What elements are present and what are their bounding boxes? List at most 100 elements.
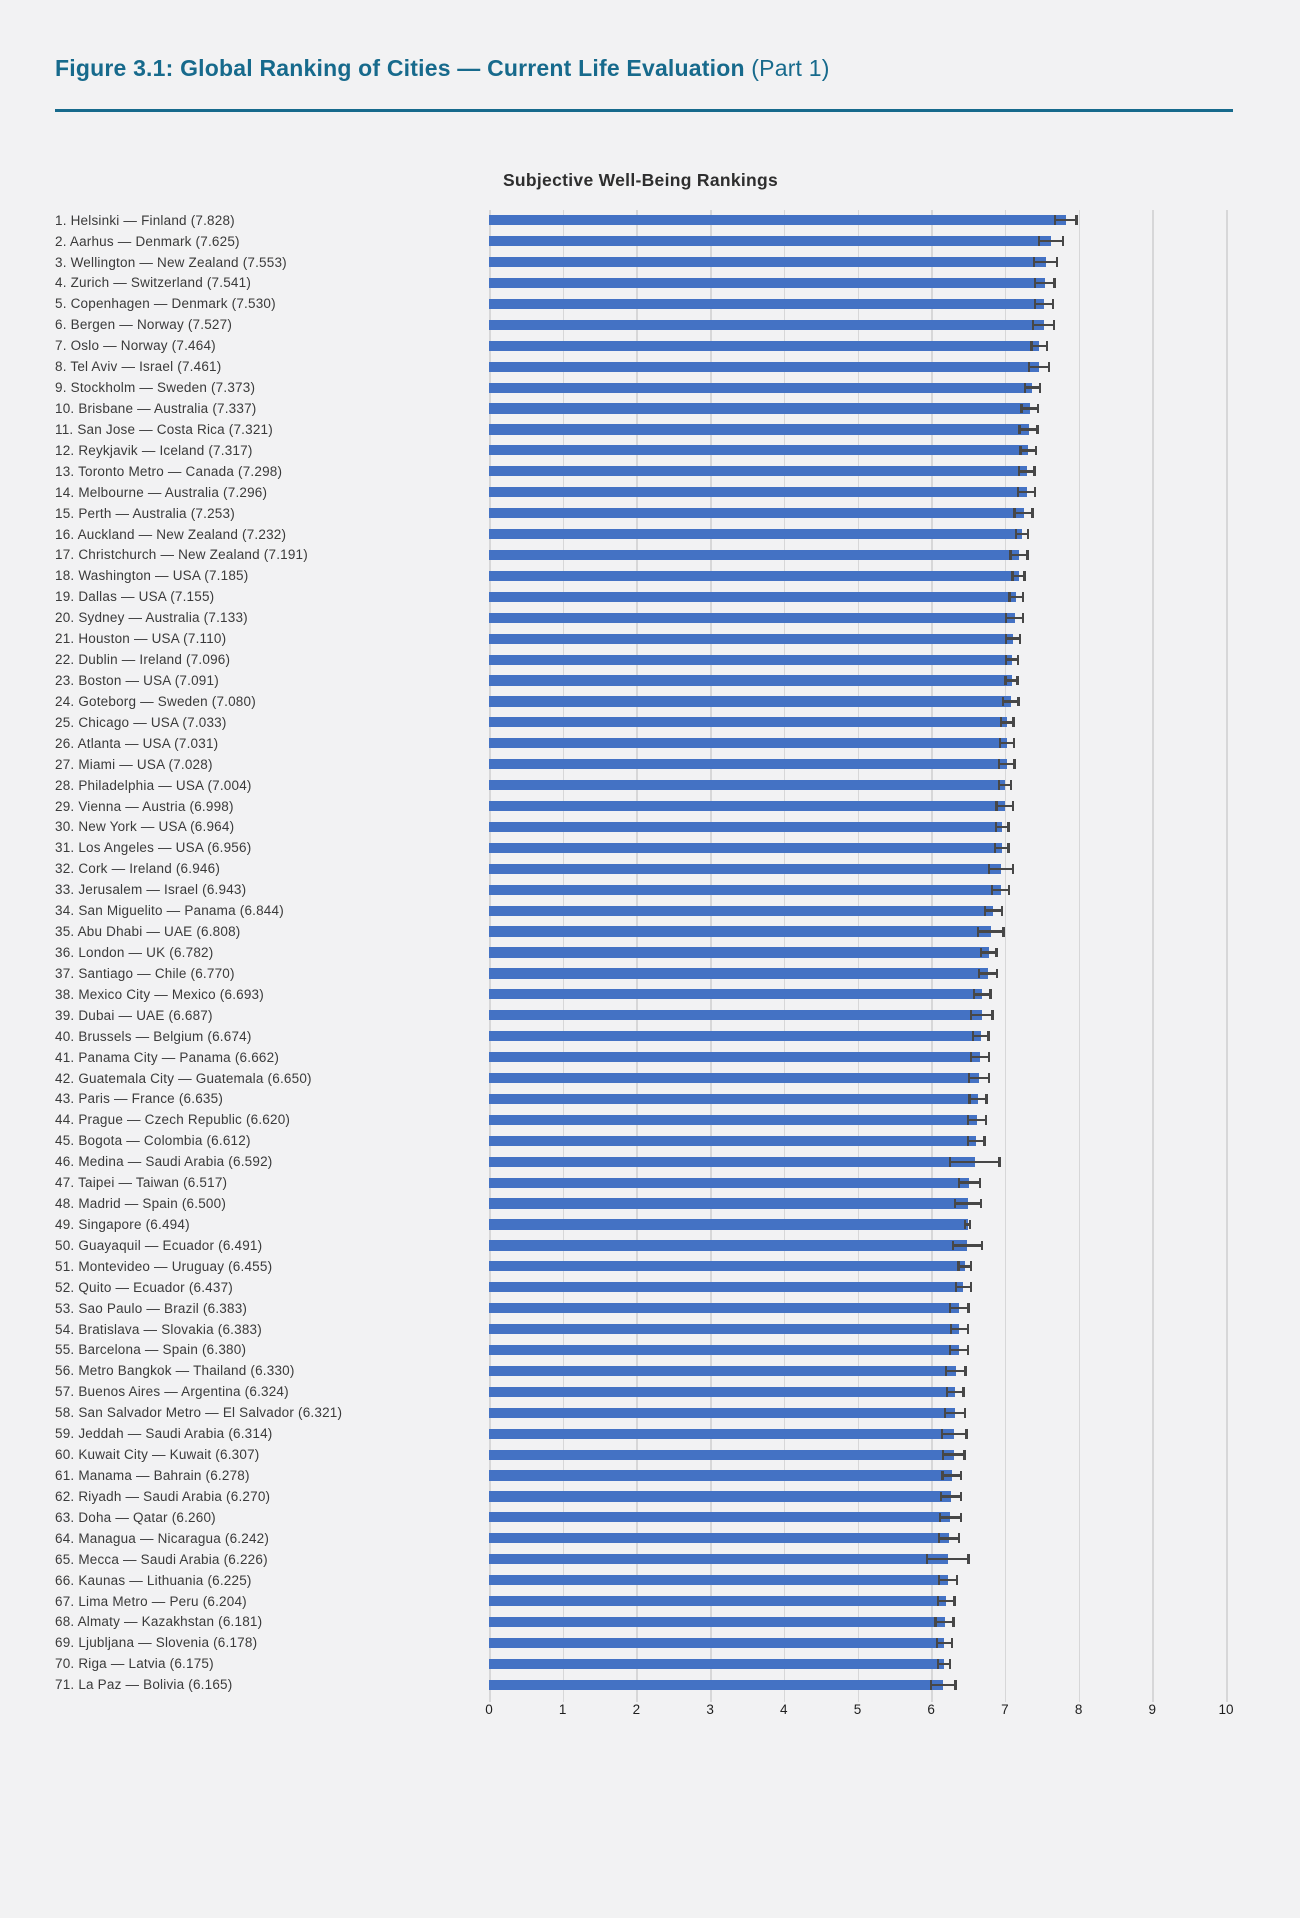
error-bar-cap-right <box>1038 382 1042 393</box>
title-divider <box>55 108 1233 112</box>
error-bar <box>925 1554 970 1565</box>
city-label: 59. Jeddah — Saudi Arabia (6.314) <box>55 1426 273 1442</box>
value-bar <box>489 884 1001 895</box>
city-label: 30. New York — USA (6.964) <box>55 819 235 835</box>
error-bar <box>1002 696 1020 707</box>
error-bar-cap-left <box>934 1617 937 1627</box>
chart-row: 33. Jerusalem — Israel (6.943) <box>55 879 1226 900</box>
value-bar <box>489 654 1012 665</box>
error-bar-cap-right <box>1016 675 1019 686</box>
error-bar-cap-right <box>983 1135 986 1146</box>
bar-track <box>489 419 1226 440</box>
chart-row: 1. Helsinki — Finland (7.828) <box>55 210 1226 231</box>
city-label: 52. Quito — Ecuador (6.437) <box>55 1279 233 1295</box>
bar-track <box>489 1444 1226 1465</box>
bar-track <box>489 565 1226 586</box>
chart-row: 71. La Paz — Bolivia (6.165) <box>55 1674 1226 1695</box>
value-bar <box>489 1595 947 1607</box>
bar-track <box>489 440 1226 461</box>
bar-track <box>489 1047 1226 1068</box>
bar-track <box>489 1674 1226 1695</box>
error-bar <box>943 1407 966 1418</box>
chart-row: 28. Philadelphia — USA (7.004) <box>55 775 1226 796</box>
city-label: 11. San Jose — Costa Rica (7.321) <box>55 421 273 437</box>
bar-track <box>489 1277 1226 1298</box>
error-bar-cap-left <box>936 1658 940 1669</box>
error-bar <box>995 801 1015 811</box>
value-bar <box>489 1031 981 1042</box>
chart-row: 31. Los Angeles — USA (6.956) <box>55 837 1226 858</box>
error-bar <box>1033 278 1056 288</box>
bar-track <box>489 963 1226 984</box>
x-tick-label: 8 <box>1074 1702 1083 1718</box>
chart-row: 23. Boston — USA (7.091) <box>55 670 1226 691</box>
error-bar <box>966 1135 986 1146</box>
x-tick-label: 0 <box>485 1702 493 1718</box>
error-bar <box>938 1512 963 1523</box>
error-bar-cap-right <box>1053 319 1056 330</box>
error-bar-cap-left <box>1033 278 1037 288</box>
error-bar-cap-left <box>1005 612 1008 623</box>
error-bar <box>991 884 1011 895</box>
city-label: 19. Dallas — USA (7.155) <box>55 589 215 605</box>
city-label: 65. Mecca — Saudi Arabia (6.226) <box>55 1551 268 1567</box>
city-label: 51. Montevideo — Uruguay (6.455) <box>55 1258 273 1274</box>
error-bar-cap-right <box>1047 361 1050 372</box>
chart-row: 52. Quito — Ecuador (6.437) <box>55 1277 1226 1298</box>
error-bar <box>993 843 1010 853</box>
error-bar-cap-right <box>950 1638 954 1648</box>
error-bar-cap-left <box>1054 215 1057 226</box>
bar-track <box>489 796 1226 817</box>
bar-track <box>489 273 1226 294</box>
city-label: 43. Paris — France (6.635) <box>55 1091 224 1107</box>
bar-track <box>489 628 1226 649</box>
error-bar-cap-right <box>991 1010 994 1021</box>
chart-row: 44. Prague — Czech Republic (6.620) <box>55 1109 1226 1130</box>
error-bar-cap-left <box>1002 696 1005 707</box>
value-bar <box>489 1407 955 1418</box>
city-label: 35. Abu Dhabi — UAE (6.808) <box>55 924 241 940</box>
city-label: 8. Tel Aviv — Israel (7.461) <box>55 359 222 375</box>
city-label: 63. Doha — Qatar (6.260) <box>55 1509 216 1525</box>
error-bar-cap-right <box>963 1407 966 1418</box>
error-bar-cap-right <box>959 1512 963 1523</box>
error-bar <box>997 780 1013 791</box>
error-bar-cap-right <box>967 1303 970 1314</box>
city-label: 40. Brussels — Belgium (6.674) <box>55 1028 252 1044</box>
city-label: 64. Managua — Nicaragua (6.242) <box>55 1530 270 1546</box>
chart-row: 56. Metro Bangkok — Thailand (6.330) <box>55 1360 1226 1381</box>
value-bar <box>489 1177 970 1188</box>
bar-track <box>489 252 1226 273</box>
city-label: 26. Atlanta — USA (7.031) <box>55 735 219 751</box>
bar-track <box>489 1235 1226 1256</box>
error-bar-cap-right <box>959 1470 962 1481</box>
city-label: 20. Sydney — Australia (7.133) <box>55 610 248 626</box>
bar-track <box>489 670 1226 691</box>
error-bar <box>954 1282 973 1293</box>
value-bar <box>489 780 1006 791</box>
value-bar <box>489 717 1008 728</box>
value-bar <box>489 319 1044 330</box>
error-bar-cap-left <box>940 1491 943 1502</box>
chart-row: 53. Sao Paulo — Brazil (6.383) <box>55 1298 1226 1319</box>
bar-track <box>489 1068 1226 1089</box>
city-label: 39. Dubai — UAE (6.687) <box>55 1007 213 1023</box>
error-bar-cap-right <box>1033 466 1036 477</box>
x-tick-label: 4 <box>780 1702 788 1718</box>
error-bar <box>949 1303 970 1314</box>
error-bar-cap-right <box>969 1261 973 1272</box>
error-bar <box>1009 550 1029 560</box>
error-bar-cap-right <box>1021 612 1025 623</box>
error-bar-cap-left <box>977 968 980 979</box>
value-bar <box>489 361 1039 372</box>
city-label: 41. Panama City — Panama (6.662) <box>55 1049 280 1065</box>
city-label: 27. Miami — USA (7.028) <box>55 756 213 772</box>
chart-row: 41. Panama City — Panama (6.662) <box>55 1047 1226 1068</box>
bar-track <box>489 377 1226 398</box>
city-label: 44. Prague — Czech Republic (6.620) <box>55 1112 291 1128</box>
city-label: 18. Washington — USA (7.185) <box>55 568 249 584</box>
bar-track <box>489 879 1226 900</box>
error-bar-cap-left <box>966 1135 970 1146</box>
x-tick-label: 1 <box>558 1702 567 1718</box>
chart-row: 59. Jeddah — Saudi Arabia (6.314) <box>55 1423 1226 1444</box>
